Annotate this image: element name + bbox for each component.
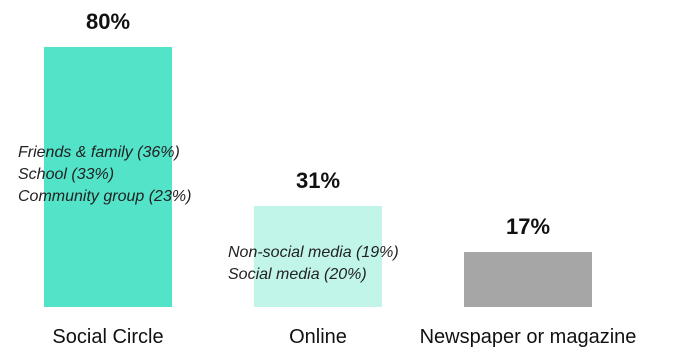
bar-social-circle [44,47,172,307]
value-label-newspaper-or-magazine: 17% [505,214,551,239]
value-label-online: 31% [295,168,341,193]
category-label-online: Online [289,326,347,348]
breakdown-item: Community group (23%) [18,188,192,205]
bar-online [254,206,382,307]
breakdown-item: Non-social media (19%) [228,244,399,261]
breakdown-item: Friends & family (36%) [18,144,180,161]
breakdown-item: Social media (20%) [228,266,367,283]
bar-newspaper-or-magazine [464,252,592,307]
breakdown-online: Non-social media (19%) Social media (20%… [228,242,399,286]
category-label-social-circle: Social Circle [52,326,164,348]
breakdown-social-circle: Friends & family (36%) School (33%) Comm… [18,142,191,208]
category-label-newspaper-or-magazine: Newspaper or magazine [419,326,637,348]
value-label-social-circle: 80% [85,9,131,34]
breakdown-item: School (33%) [18,166,115,183]
